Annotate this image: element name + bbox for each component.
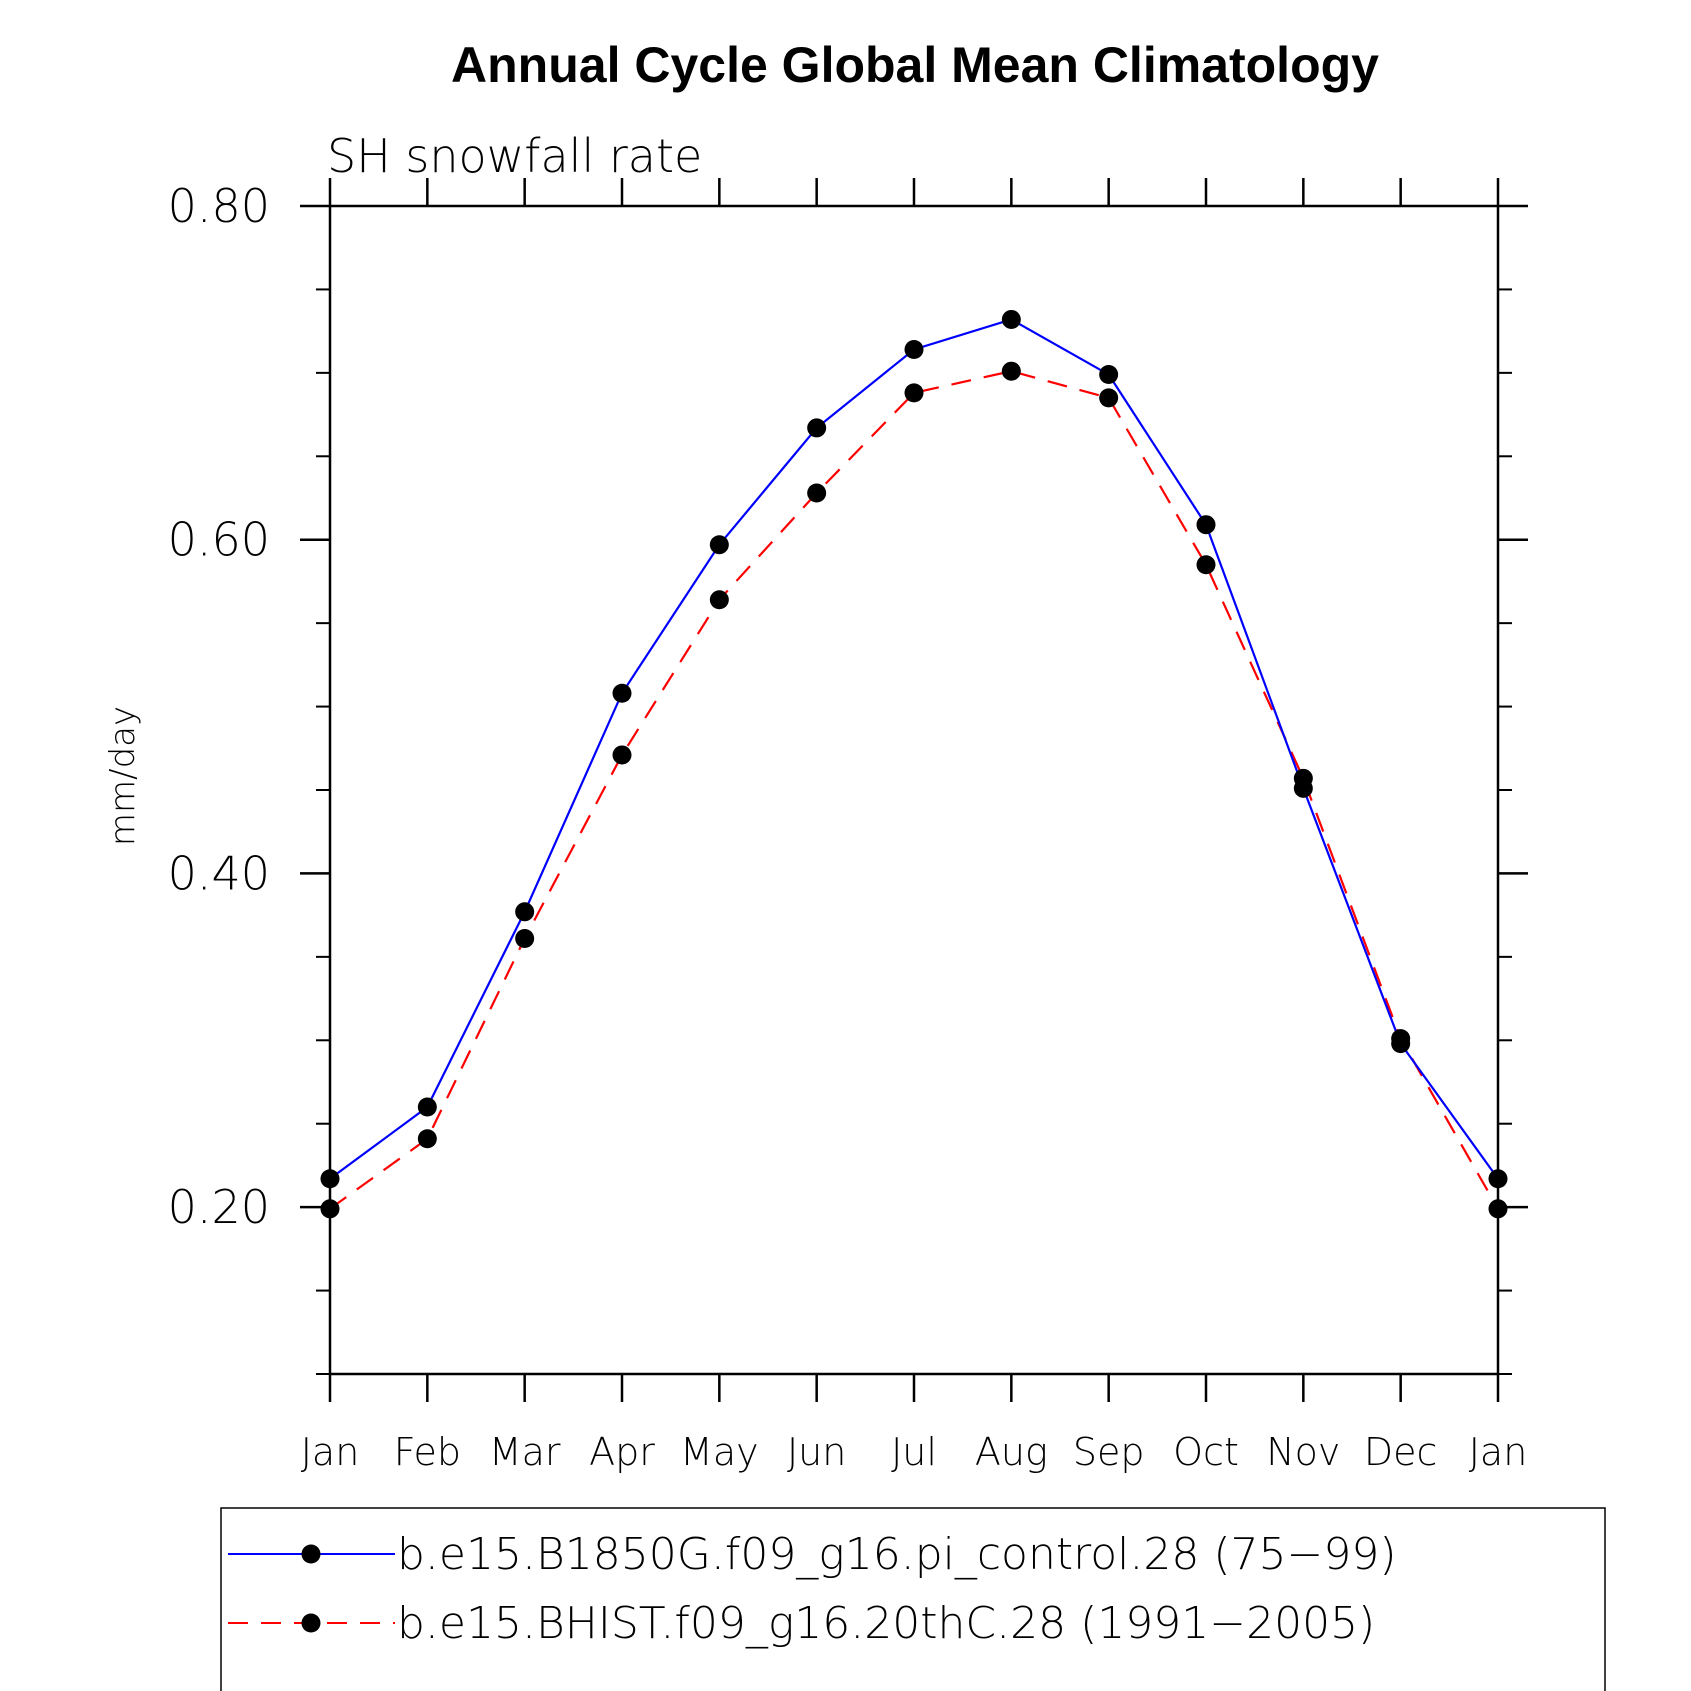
chart-subtitle: SH snowfall rate (327, 129, 702, 183)
legend-box (220, 1507, 1606, 1691)
y-tick-label: 0.60 (168, 513, 270, 567)
chart-title: Annual Cycle Global Mean Climatology (451, 37, 1379, 93)
plot-frame (328, 204, 1500, 1376)
x-tick-label: Jan (1469, 1430, 1528, 1474)
x-tick-label: Mar (489, 1430, 561, 1474)
x-tick-label: Oct (1173, 1430, 1239, 1474)
x-tick-label: Dec (1364, 1430, 1438, 1474)
series-1-point (417, 1097, 437, 1117)
y-tick-label: 0.20 (168, 1180, 270, 1234)
series-1-point (904, 339, 924, 359)
series-2-point (1001, 361, 1021, 381)
series-2-point (1488, 1199, 1508, 1219)
series-2-point (904, 383, 924, 403)
series-1-point (1488, 1169, 1508, 1189)
legend-label-2: b.e15.BHIST.f09_g16.20thC.28 (1991−2005) (397, 1598, 1375, 1649)
x-tick-label: Feb (394, 1430, 461, 1474)
x-tick-label: Jun (787, 1430, 846, 1474)
series-1-point (1196, 515, 1216, 535)
legend-marker-2 (301, 1613, 321, 1633)
x-tick-label: Jul (891, 1430, 937, 1474)
series-2-point (807, 483, 827, 503)
series-line-1 (329, 318, 1499, 1180)
series-2-point (1293, 768, 1313, 788)
x-tick-label: Apr (589, 1430, 655, 1474)
series-1-point (1001, 309, 1021, 329)
x-tick-label: Jan (301, 1430, 360, 1474)
legend-marker-1 (301, 1544, 321, 1564)
legend: b.e15.B1850G.f09_g16.pi_control.28 (75−9… (220, 1507, 1606, 1691)
series-1-point (515, 902, 535, 922)
y-axis-label: mm/day (103, 706, 143, 846)
series-1-point (1099, 365, 1119, 385)
x-tick-label: Aug (975, 1430, 1048, 1474)
series-1-point (709, 535, 729, 555)
y-tick-labels: 0.20 0.40 0.60 0.80 (168, 179, 270, 1234)
series-2-point (417, 1129, 437, 1149)
series-group (320, 309, 1508, 1219)
series-1-point (612, 683, 632, 703)
series-2-point (320, 1199, 340, 1219)
y-tick-label: 0.80 (168, 179, 270, 233)
x-tick-labels: Jan Feb Mar Apr May Jun Jul Aug Sep Oct Nov Dec Jan (301, 1430, 1528, 1474)
y-tick-label: 0.40 (168, 846, 270, 900)
series-1-point (807, 418, 827, 438)
series-2-point (709, 590, 729, 610)
x-tick-label: Nov (1266, 1430, 1340, 1474)
x-tick-label: Sep (1073, 1430, 1145, 1474)
series-2-point (1099, 388, 1119, 408)
series-1-point (320, 1169, 340, 1189)
x-tick-label: May (680, 1430, 759, 1474)
series-2-point (1196, 555, 1216, 575)
series-2-point (612, 745, 632, 765)
series-2-point (1391, 1029, 1411, 1049)
axis-ticks (300, 178, 1528, 1402)
series-line-2 (329, 370, 1499, 1210)
series-2-point (515, 929, 535, 949)
legend-label-1: b.e15.B1850G.f09_g16.pi_control.28 (75−9… (397, 1529, 1397, 1580)
